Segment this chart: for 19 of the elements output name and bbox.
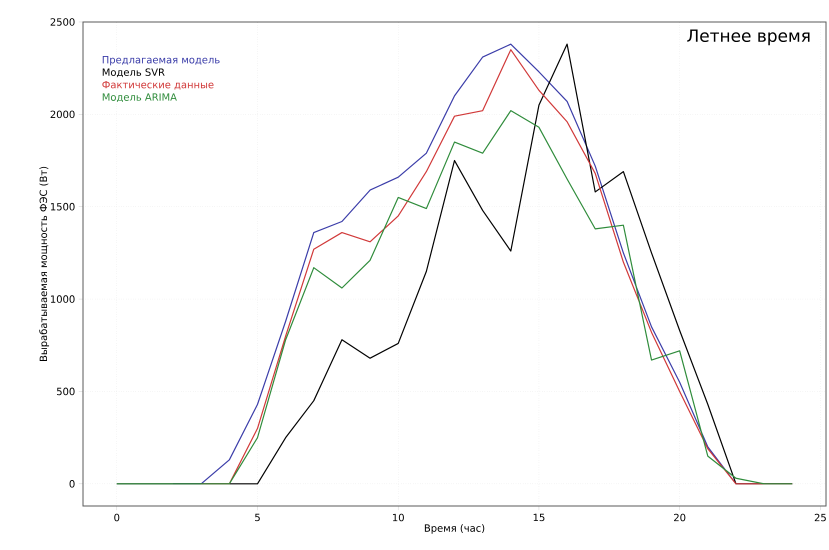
x-tick-label: 25 (814, 514, 826, 522)
y-tick-label: 500 (56, 388, 75, 396)
x-tick-label: 5 (255, 514, 260, 522)
annotation: Летнее время (687, 29, 810, 46)
x-tick-label: 15 (534, 514, 544, 522)
x-tick-label: 0 (114, 514, 120, 522)
y-tick-label: 1000 (50, 295, 75, 303)
y-tick-label: 0 (70, 480, 75, 488)
y-axis-title: Вырабатываемая мощность ФЭС (Вт) (39, 166, 50, 361)
x-tick-label: 20 (674, 514, 686, 522)
text: Предлагаемая модель (102, 56, 220, 66)
x-axis-title: Время (час) (424, 524, 484, 534)
text: Модель SVR (102, 68, 165, 78)
y-tick-label: 2500 (50, 18, 75, 26)
text: Модель ARIMA (102, 93, 177, 102)
text: Фактические данные (102, 80, 214, 90)
y-tick-label: 1500 (50, 202, 75, 210)
x-tick-label: 10 (392, 514, 404, 522)
y-tick-label: 2000 (50, 110, 75, 118)
